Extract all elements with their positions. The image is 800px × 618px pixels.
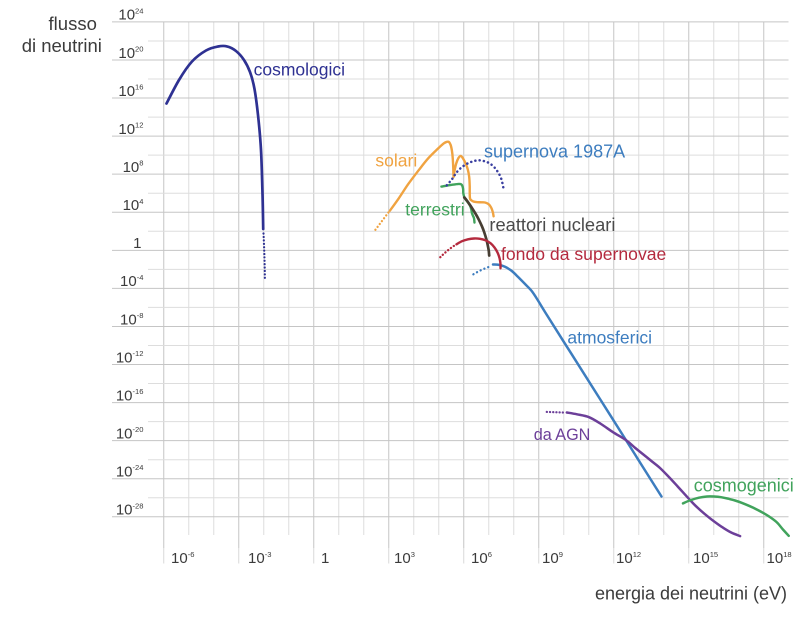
- svg-text:solari: solari: [375, 151, 417, 171]
- svg-text:energia dei neutrini (eV): energia dei neutrini (eV): [595, 584, 787, 604]
- svg-text:atmosferici: atmosferici: [567, 328, 652, 348]
- svg-text:flusso: flusso: [49, 13, 97, 34]
- svg-text:106: 106: [471, 550, 492, 567]
- svg-text:da AGN: da AGN: [534, 426, 591, 444]
- svg-text:104: 104: [123, 197, 144, 214]
- svg-text:supernova 1987A: supernova 1987A: [484, 141, 625, 161]
- svg-text:108: 108: [123, 159, 144, 176]
- svg-text:1: 1: [133, 235, 141, 252]
- svg-text:cosmologici: cosmologici: [254, 60, 345, 80]
- svg-text:di neutrini: di neutrini: [22, 35, 102, 56]
- svg-text:fondo da supernovae: fondo da supernovae: [501, 244, 666, 264]
- svg-text:103: 103: [394, 550, 415, 567]
- svg-text:1: 1: [321, 550, 329, 567]
- svg-text:terrestri: terrestri: [405, 200, 464, 220]
- svg-text:reattori nucleari: reattori nucleari: [489, 214, 615, 235]
- svg-text:cosmogenici: cosmogenici: [694, 476, 794, 496]
- svg-text:109: 109: [542, 550, 563, 567]
